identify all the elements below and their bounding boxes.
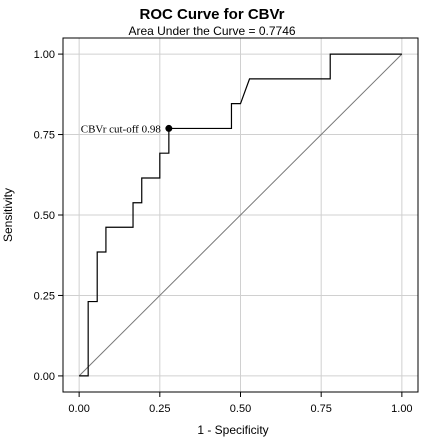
y-axis-ticks: 0.00 0.25 0.50 0.75 1.00 bbox=[34, 49, 63, 383]
x-tick-label-4: 1.00 bbox=[391, 403, 412, 415]
x-tick-label-3: 0.75 bbox=[310, 403, 331, 415]
x-tick-label-2: 0.50 bbox=[230, 403, 251, 415]
cutoff-annotation: CBVr cut-off 0.98 bbox=[81, 123, 162, 135]
x-axis-ticks: 0.00 0.25 0.50 0.75 1.00 bbox=[68, 392, 413, 415]
y-tick-label-2: 0.50 bbox=[34, 210, 55, 222]
y-tick-label-4: 1.00 bbox=[34, 49, 55, 61]
chart-subtitle: Area Under the Curve = 0.7746 bbox=[128, 24, 295, 38]
y-tick-label-1: 0.25 bbox=[34, 290, 55, 302]
x-tick-label-0: 0.00 bbox=[68, 403, 89, 415]
chart-title: ROC Curve for CBVr bbox=[139, 6, 284, 23]
y-axis-label: Sensitivity bbox=[1, 188, 15, 242]
y-tick-label-0: 0.00 bbox=[34, 371, 55, 383]
x-axis-label: 1 - Specificity bbox=[197, 423, 268, 437]
cutoff-point bbox=[165, 124, 173, 132]
roc-curve-line bbox=[79, 53, 402, 377]
x-tick-label-1: 0.25 bbox=[149, 403, 170, 415]
reference-diagonal-line bbox=[78, 53, 403, 377]
y-tick-label-3: 0.75 bbox=[34, 130, 55, 142]
